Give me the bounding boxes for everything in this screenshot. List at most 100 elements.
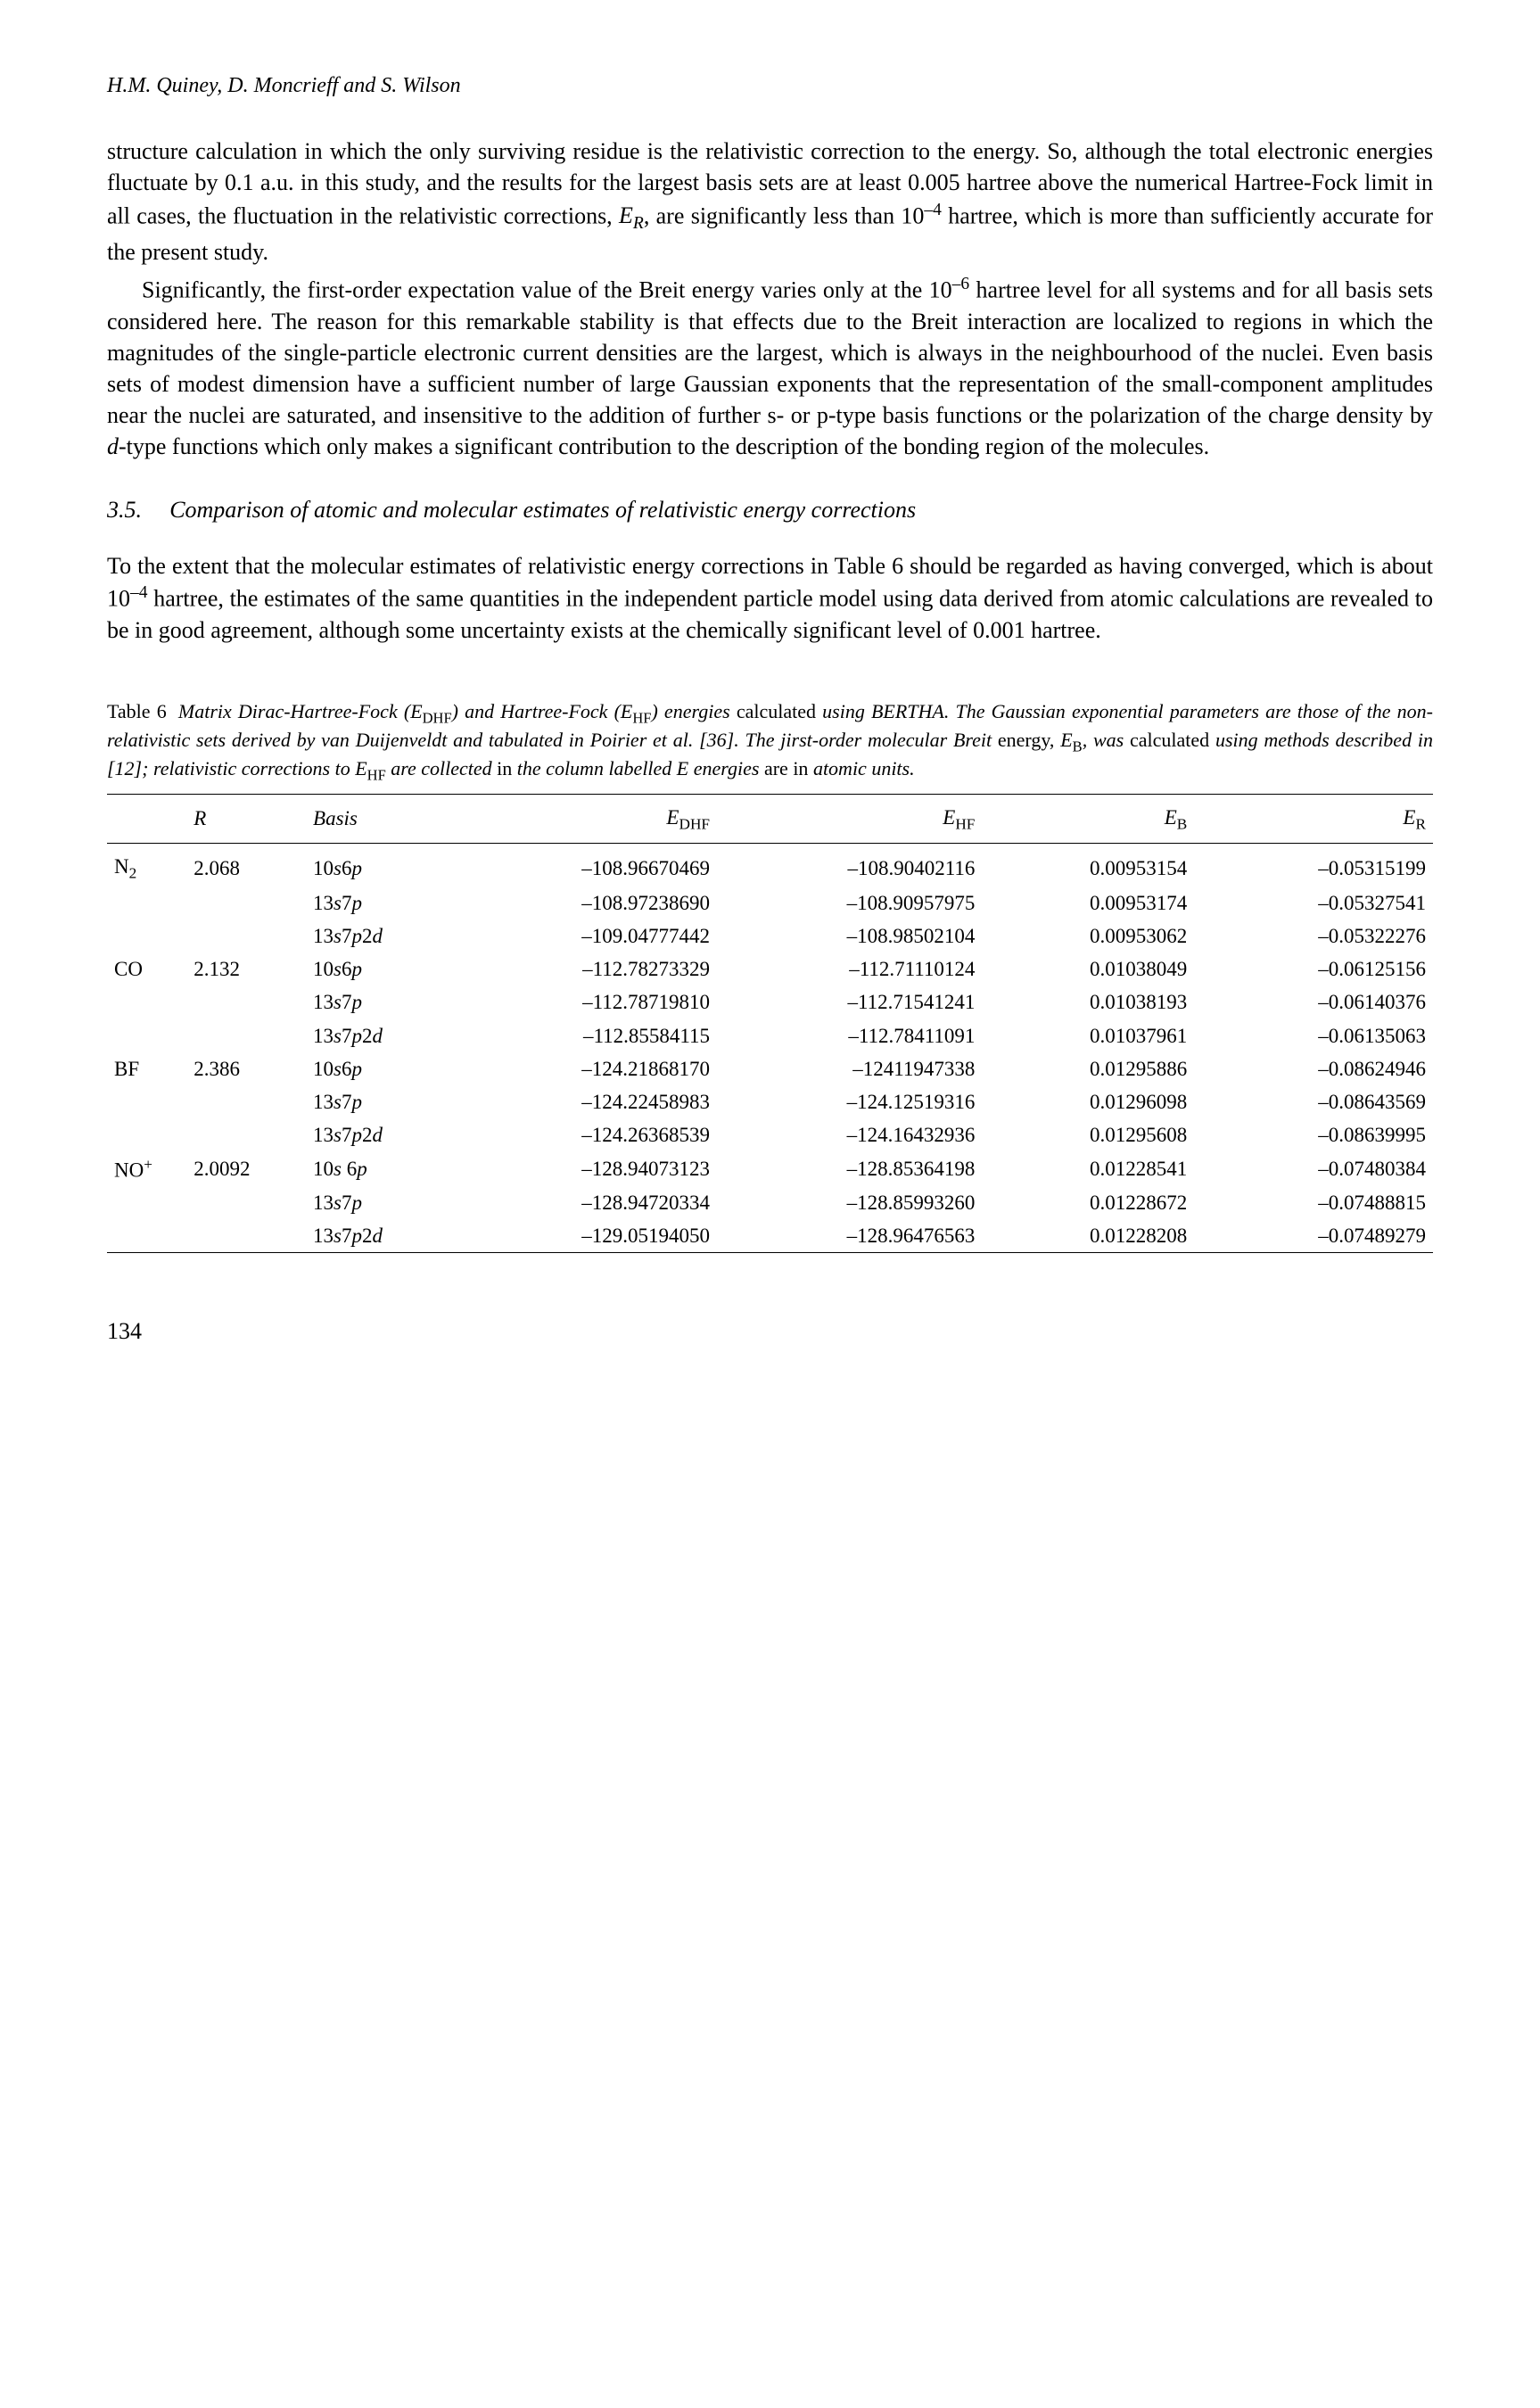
cell-er: –0.08639995 xyxy=(1194,1118,1433,1151)
cell-eb: 0.01228541 xyxy=(982,1151,1194,1187)
cell-er: –0.07489279 xyxy=(1194,1219,1433,1252)
col-mol xyxy=(107,795,186,844)
cell-ehf: –108.90957975 xyxy=(717,887,982,919)
cell-er: –0.05327541 xyxy=(1194,887,1433,919)
cell-mol xyxy=(107,985,186,1018)
cell-edhf: –128.94073123 xyxy=(452,1151,717,1187)
cell-basis: 13s7p xyxy=(306,985,452,1018)
cell-er: –0.07488815 xyxy=(1194,1186,1433,1219)
col-basis: Basis xyxy=(306,795,452,844)
cell-ehf: –124.12519316 xyxy=(717,1085,982,1118)
cell-er: –0.08643569 xyxy=(1194,1085,1433,1118)
col-r: R xyxy=(186,795,306,844)
table-row: NO+2.009210s 6p–128.94073123–128.8536419… xyxy=(107,1151,1433,1187)
cell-ehf: –112.71110124 xyxy=(717,952,982,985)
cell-basis: 10s 6p xyxy=(306,1151,452,1187)
cell-mol: BF xyxy=(107,1052,186,1085)
cell-er: –0.06135063 xyxy=(1194,1019,1433,1052)
cell-eb: 0.00953174 xyxy=(982,887,1194,919)
cell-mol xyxy=(107,1219,186,1252)
cell-edhf: –112.78273329 xyxy=(452,952,717,985)
data-table: R Basis EDHF EHF EB ER N22.06810s6p–108.… xyxy=(107,795,1433,1253)
cell-basis: 13s7p2d xyxy=(306,1219,452,1252)
table-row: 13s7p2d–124.26368539–124.164329360.01295… xyxy=(107,1118,1433,1151)
section-number: 3.5. xyxy=(107,497,142,523)
cell-basis: 13s7p2d xyxy=(306,919,452,952)
cell-eb: 0.01296098 xyxy=(982,1085,1194,1118)
table-bottom-rule xyxy=(107,1252,1433,1253)
table-row: BF2.38610s6p–124.21868170–124119473380.0… xyxy=(107,1052,1433,1085)
cell-r xyxy=(186,1118,306,1151)
cell-edhf: –108.97238690 xyxy=(452,887,717,919)
cell-r: 2.132 xyxy=(186,952,306,985)
cell-ehf: –12411947338 xyxy=(717,1052,982,1085)
cell-eb: 0.01228672 xyxy=(982,1186,1194,1219)
cell-ehf: –108.90402116 xyxy=(717,844,982,887)
cell-basis: 13s7p2d xyxy=(306,1019,452,1052)
table-row: 13s7p–128.94720334–128.859932600.0122867… xyxy=(107,1186,1433,1219)
col-er: ER xyxy=(1194,795,1433,844)
table-caption: Table 6Matrix Dirac-Hartree-Fock (EDHF) … xyxy=(107,699,1433,784)
cell-er: –0.07480384 xyxy=(1194,1151,1433,1187)
cell-ehf: –128.96476563 xyxy=(717,1219,982,1252)
cell-edhf: –124.21868170 xyxy=(452,1052,717,1085)
cell-eb: 0.01295886 xyxy=(982,1052,1194,1085)
cell-eb: 0.00953154 xyxy=(982,844,1194,887)
table-row: CO2.13210s6p–112.78273329–112.711101240.… xyxy=(107,952,1433,985)
cell-mol xyxy=(107,887,186,919)
cell-eb: 0.01228208 xyxy=(982,1219,1194,1252)
cell-basis: 13s7p xyxy=(306,1186,452,1219)
cell-mol: NO+ xyxy=(107,1151,186,1187)
cell-ehf: –112.71541241 xyxy=(717,985,982,1018)
cell-er: –0.05322276 xyxy=(1194,919,1433,952)
cell-basis: 13s7p2d xyxy=(306,1118,452,1151)
paragraph-2: Significantly, the first-order expectati… xyxy=(107,273,1433,462)
cell-basis: 13s7p xyxy=(306,887,452,919)
cell-ehf: –124.16432936 xyxy=(717,1118,982,1151)
cell-basis: 10s6p xyxy=(306,952,452,985)
section-title-text: Comparison of atomic and molecular estim… xyxy=(169,497,916,523)
cell-mol xyxy=(107,1186,186,1219)
cell-edhf: –129.05194050 xyxy=(452,1219,717,1252)
table-row: 13s7p–124.22458983–124.125193160.0129609… xyxy=(107,1085,1433,1118)
cell-ehf: –108.98502104 xyxy=(717,919,982,952)
table-row: 13s7p2d–112.85584115–112.784110910.01037… xyxy=(107,1019,1433,1052)
cell-eb: 0.01295608 xyxy=(982,1118,1194,1151)
table-row: 13s7p2d–129.05194050–128.964765630.01228… xyxy=(107,1219,1433,1252)
cell-edhf: –108.96670469 xyxy=(452,844,717,887)
cell-er: –0.06125156 xyxy=(1194,952,1433,985)
paragraph-1: structure calculation in which the only … xyxy=(107,136,1433,267)
cell-r xyxy=(186,887,306,919)
cell-edhf: –128.94720334 xyxy=(452,1186,717,1219)
cell-eb: 0.01038049 xyxy=(982,952,1194,985)
cell-edhf: –124.26368539 xyxy=(452,1118,717,1151)
cell-edhf: –109.04777442 xyxy=(452,919,717,952)
section-heading: 3.5. Comparison of atomic and molecular e… xyxy=(107,494,1433,525)
cell-mol xyxy=(107,1118,186,1151)
cell-ehf: –128.85993260 xyxy=(717,1186,982,1219)
cell-r xyxy=(186,919,306,952)
cell-mol xyxy=(107,1019,186,1052)
col-ehf: EHF xyxy=(717,795,982,844)
table-row: N22.06810s6p–108.96670469–108.904021160.… xyxy=(107,844,1433,887)
cell-r xyxy=(186,1186,306,1219)
cell-ehf: –128.85364198 xyxy=(717,1151,982,1187)
cell-er: –0.06140376 xyxy=(1194,985,1433,1018)
cell-r: 2.386 xyxy=(186,1052,306,1085)
cell-ehf: –112.78411091 xyxy=(717,1019,982,1052)
cell-er: –0.08624946 xyxy=(1194,1052,1433,1085)
col-edhf: EDHF xyxy=(452,795,717,844)
table-header-row: R Basis EDHF EHF EB ER xyxy=(107,795,1433,844)
col-eb: EB xyxy=(982,795,1194,844)
page-number: 134 xyxy=(107,1315,1433,1347)
cell-r xyxy=(186,1085,306,1118)
cell-eb: 0.00953062 xyxy=(982,919,1194,952)
running-head: H.M. Quiney, D. Moncrieff and S. Wilson xyxy=(107,71,1433,100)
cell-basis: 13s7p xyxy=(306,1085,452,1118)
cell-mol: CO xyxy=(107,952,186,985)
table-row: 13s7p2d–109.04777442–108.985021040.00953… xyxy=(107,919,1433,952)
cell-mol xyxy=(107,1085,186,1118)
cell-mol: N2 xyxy=(107,844,186,887)
table-label: Table 6 xyxy=(107,700,167,722)
table-row: 13s7p–112.78719810–112.715412410.0103819… xyxy=(107,985,1433,1018)
